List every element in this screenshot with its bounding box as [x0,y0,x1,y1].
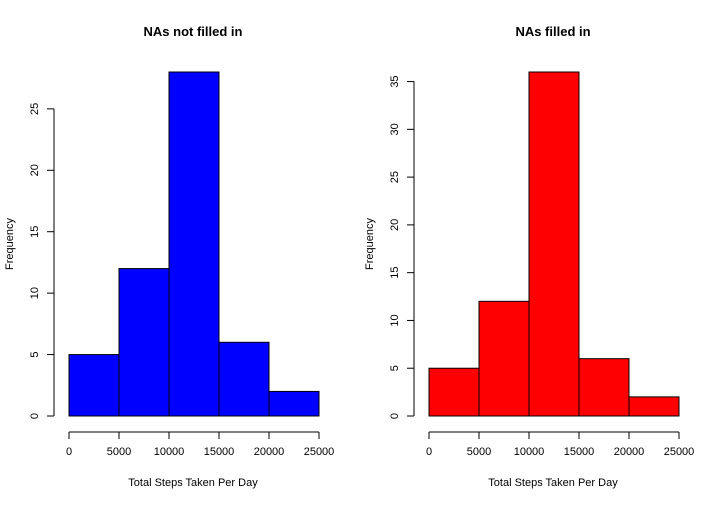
x-tick-label: 5000 [107,446,131,458]
x-axis-label: Total Steps Taken Per Day [488,477,618,489]
histogram-panel-filled: NAs filled in Total Steps Taken Per Day … [364,24,694,489]
histogram-bar [478,300,530,417]
x-tick-label: 5000 [467,446,491,458]
x-tick-label: 20000 [614,446,645,458]
x-axis-label: Total Steps Taken Per Day [128,477,258,489]
x-tick-label: 10000 [154,446,185,458]
histogram-panel-not-filled: NAs not filled in Total Steps Taken Per … [4,24,334,489]
histogram-bar [628,396,680,417]
histogram-bar [578,358,630,417]
x-tick-label: 15000 [564,446,595,458]
y-tick-label: 35 [389,75,401,87]
x-tick-label: 0 [426,446,432,458]
y-tick-label: 10 [29,287,41,299]
y-axis-label: Frequency [364,218,376,270]
y-tick-label: 10 [389,314,401,326]
y-tick-label: 5 [389,365,401,371]
histogram-bar [428,367,480,417]
y-tick-label: 15 [29,226,41,238]
histogram-bar [68,354,120,417]
x-tick-label: 0 [66,446,72,458]
y-tick-label: 0 [389,413,401,419]
histogram-bar [168,71,220,417]
y-tick-label: 5 [29,352,41,358]
y-tick-label: 20 [389,219,401,231]
x-tick-label: 20000 [254,446,285,458]
y-tick-label: 25 [29,103,41,115]
x-tick-label: 15000 [204,446,235,458]
x-tick-label: 10000 [514,446,545,458]
y-tick-label: 25 [389,171,401,183]
y-tick-label: 20 [29,164,41,176]
x-tick-label: 25000 [664,446,695,458]
chart-title: NAs filled in [515,24,590,39]
y-tick-label: 30 [389,123,401,135]
y-tick-label: 0 [29,413,41,419]
x-tick-label: 25000 [304,446,335,458]
y-tick-label: 15 [389,267,401,279]
histogram-bar [118,268,170,417]
histogram-bar [218,341,270,417]
y-axis-label: Frequency [4,218,16,270]
histogram-bar [528,71,580,417]
chart-title: NAs not filled in [144,24,243,39]
histogram-bar [268,390,320,417]
